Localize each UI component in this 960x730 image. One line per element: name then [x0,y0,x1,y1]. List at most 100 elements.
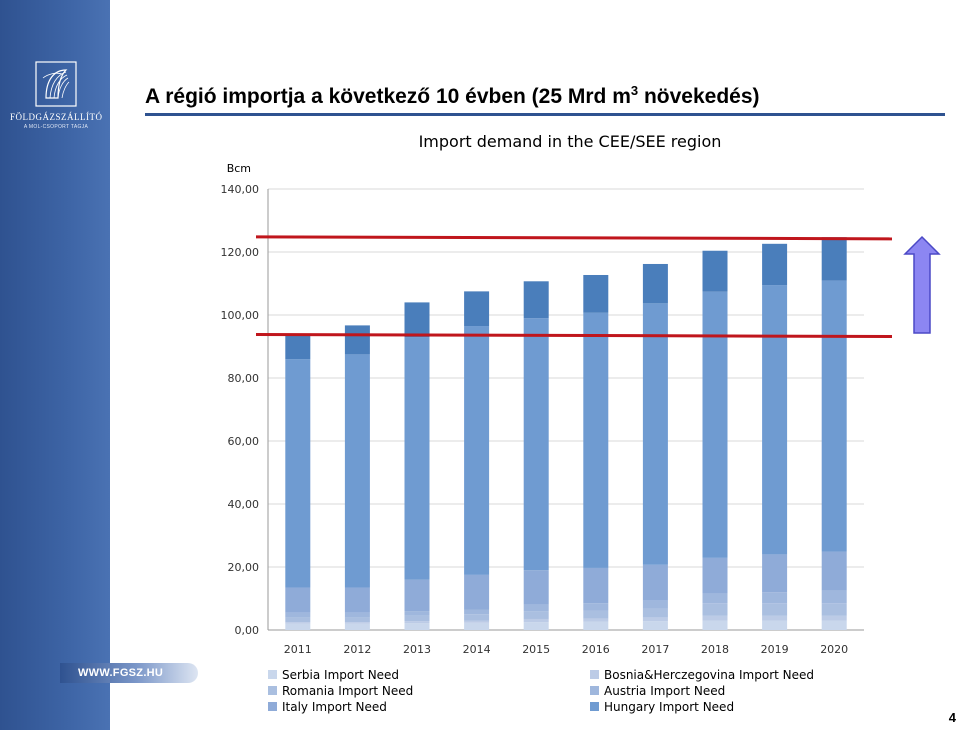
sidebar-band: FÖLDGÁZSZÁLLÍTÓ A MOL-CSOPORT TAGJA [0,0,110,730]
bar-segment [821,603,847,616]
x-tick-label: 2011 [284,643,312,656]
bar-segment [762,603,788,616]
bar-segment [702,557,728,594]
bar-segment [821,551,847,591]
bar-segment [344,622,370,624]
x-tick-label: 2014 [463,643,491,656]
legend-item: Italy Import Need [268,700,387,716]
reference-line [255,332,893,338]
bar-segment [464,291,490,327]
bar-segment [285,587,311,613]
legend-label: Serbia Import Need [282,668,400,682]
page-title-main: A régió importja a következő 10 évben (2… [145,85,631,108]
legend-swatch [590,702,599,711]
legend-label: Hungary Import Need [604,700,735,714]
bar-segment [404,579,430,612]
title-rule [145,113,945,116]
legend-label: Romania Import Need [282,684,414,698]
bar-segment [464,574,490,610]
bar-segment [583,603,609,611]
up-arrow-icon [903,235,941,334]
bar-segment [821,590,847,604]
legend-swatch [268,670,277,679]
page-title-end: növekedés) [638,85,760,108]
x-tick-label: 2019 [761,643,789,656]
bar-segment [702,250,728,292]
legend-swatch [590,686,599,695]
bar-segment [523,281,549,319]
bar-segment [762,620,788,630]
page-number: 4 [948,710,956,725]
logo-tagline: A MOL-CSOPORT TAGJA [23,124,89,130]
bar-segment [642,303,668,565]
bar-segment [702,593,728,604]
x-tick-label: 2012 [343,643,371,656]
bar-segment [404,621,430,624]
bar-segment [523,618,549,623]
legend-swatch [268,702,277,711]
y-tick-label: 120,00 [221,246,260,259]
bar-segment [464,609,490,615]
bar-segment [285,612,311,618]
legend-swatch [590,670,599,679]
bar-segment [464,326,490,575]
x-tick-label: 2013 [403,643,431,656]
bar-segment [762,615,788,621]
bar-segment [642,617,668,622]
bar-segment [285,359,311,588]
bar-segment [702,603,728,616]
bar-segment [344,612,370,618]
bar-segment [404,611,430,616]
bar-segment [285,617,311,623]
bar-segment [642,621,668,630]
bar-segment [821,620,847,630]
bar-segment [702,615,728,621]
x-tick-label: 2018 [701,643,729,656]
logo-emblem-icon [35,61,77,107]
y-tick-label: 100,00 [221,309,260,322]
bar-segment [523,622,549,630]
y-tick-label: 0,00 [235,624,260,637]
y-axis-label: Bcm [227,162,251,175]
bar-segment [642,600,668,609]
page-title: A régió importja a következő 10 évben (2… [145,83,760,109]
bar-segment [344,587,370,613]
bar-segment [762,285,788,555]
bar-segment [404,302,430,338]
x-tick-label: 2016 [582,643,610,656]
bar-segment [583,610,609,619]
legend-label: Italy Import Need [282,700,387,714]
bar-segment [285,623,311,630]
bar-segment [762,554,788,593]
bar-segment [404,337,430,580]
legend-item: Austria Import Need [590,684,725,700]
website-link[interactable]: WWW.FGSZ.HU [78,667,164,679]
page-title-superscript: 3 [630,83,639,98]
x-tick-label: 2017 [641,643,669,656]
legend-item: Romania Import Need [268,684,413,700]
bar-segment [583,621,609,630]
bar-segment [642,564,668,601]
bar-segment [344,623,370,630]
legend-label: Bosnia&Herczegovina Import Need [604,668,814,682]
bar-segment [344,325,370,355]
company-logo: FÖLDGÁZSZÁLLÍTÓ A MOL-CSOPORT TAGJA [10,58,102,140]
bar-segment [762,243,788,286]
legend-swatch [268,686,277,695]
x-tick-label: 2015 [522,643,550,656]
bar-segment [642,263,668,304]
bar-segment [583,312,609,568]
y-tick-label: 20,00 [228,561,260,574]
y-tick-label: 140,00 [221,183,260,196]
bar-segment [464,620,490,623]
bar-segment [404,623,430,630]
bar-segment [404,615,430,622]
bar-segment [762,592,788,604]
x-tick-label: 2020 [820,643,848,656]
bar-segment [642,608,668,618]
legend-item: Bosnia&Herczegovina Import Need [590,668,814,684]
bar-segment [464,614,490,621]
legend-label: Austria Import Need [604,684,726,698]
chart-legend: Serbia Import Need Bosnia&Herczegovina Im… [268,668,868,720]
